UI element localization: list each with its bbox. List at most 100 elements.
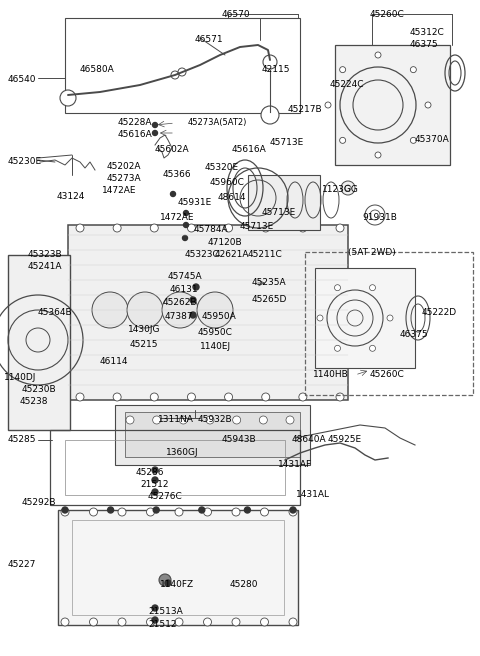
Circle shape — [290, 507, 296, 513]
Circle shape — [159, 574, 171, 586]
Text: 45224C: 45224C — [330, 80, 364, 89]
Text: 45616A: 45616A — [118, 130, 153, 139]
Text: 45273A(5AT2): 45273A(5AT2) — [188, 118, 247, 127]
Text: 46540: 46540 — [8, 75, 36, 84]
Text: 21512: 21512 — [148, 620, 177, 629]
Circle shape — [263, 55, 277, 69]
Text: 48614: 48614 — [218, 193, 247, 202]
Text: 1140HB: 1140HB — [313, 370, 349, 379]
Circle shape — [289, 618, 297, 626]
Text: 1311NA: 1311NA — [158, 415, 194, 424]
Circle shape — [153, 416, 161, 424]
Text: 45265D: 45265D — [252, 295, 288, 304]
Text: 46580A: 46580A — [80, 65, 115, 74]
Text: 45217B: 45217B — [288, 105, 323, 114]
Circle shape — [340, 137, 346, 144]
Circle shape — [152, 489, 158, 495]
Circle shape — [175, 618, 183, 626]
Circle shape — [61, 618, 69, 626]
Circle shape — [410, 67, 416, 73]
Text: 45227: 45227 — [8, 560, 36, 569]
Text: 21513A: 21513A — [148, 607, 183, 616]
Circle shape — [118, 618, 126, 626]
Bar — [248, 175, 320, 230]
Circle shape — [182, 236, 188, 241]
Text: 45950A: 45950A — [202, 312, 237, 321]
Circle shape — [425, 102, 431, 108]
Circle shape — [261, 106, 279, 124]
Text: 45366: 45366 — [163, 170, 192, 179]
Circle shape — [153, 131, 157, 136]
Circle shape — [190, 312, 196, 318]
Circle shape — [183, 211, 189, 216]
Text: 46571: 46571 — [195, 35, 224, 44]
Circle shape — [113, 393, 121, 401]
Text: 45616A: 45616A — [232, 145, 267, 154]
Circle shape — [62, 507, 68, 513]
Circle shape — [335, 345, 340, 352]
Circle shape — [152, 617, 158, 623]
Text: 45262B: 45262B — [163, 298, 197, 307]
Circle shape — [175, 508, 183, 516]
Text: 45602A: 45602A — [155, 145, 190, 154]
Circle shape — [187, 393, 195, 401]
Text: 45286: 45286 — [136, 468, 165, 477]
Text: 45745A: 45745A — [168, 272, 203, 281]
Bar — [65, 18, 300, 113]
Circle shape — [204, 618, 212, 626]
Circle shape — [299, 393, 307, 401]
Text: 45323C: 45323C — [185, 250, 220, 259]
Circle shape — [146, 618, 155, 626]
Bar — [305, 252, 473, 395]
Circle shape — [76, 393, 84, 401]
Text: 45230B: 45230B — [22, 385, 57, 394]
Circle shape — [113, 224, 121, 232]
Circle shape — [126, 416, 134, 424]
Bar — [315, 268, 415, 368]
Text: 45943B: 45943B — [222, 435, 257, 444]
Text: 46114: 46114 — [100, 357, 129, 366]
Circle shape — [232, 618, 240, 626]
Circle shape — [259, 416, 267, 424]
Text: 1430JG: 1430JG — [128, 325, 160, 334]
Text: 1140DJ: 1140DJ — [4, 373, 36, 382]
Circle shape — [375, 52, 381, 58]
Circle shape — [206, 416, 214, 424]
Text: 45235A: 45235A — [252, 278, 287, 287]
Text: 1472AE: 1472AE — [102, 186, 136, 195]
Circle shape — [244, 507, 251, 513]
Circle shape — [225, 224, 233, 232]
Circle shape — [286, 416, 294, 424]
Circle shape — [335, 285, 340, 291]
Circle shape — [340, 67, 346, 73]
Bar — [65, 440, 285, 495]
Circle shape — [162, 292, 198, 328]
Circle shape — [150, 393, 158, 401]
Text: 1140EJ: 1140EJ — [200, 342, 231, 351]
Circle shape — [370, 285, 375, 291]
Text: 1431AL: 1431AL — [296, 490, 330, 499]
Circle shape — [370, 345, 375, 352]
Bar — [58, 510, 298, 625]
Text: 46375: 46375 — [400, 330, 429, 339]
Circle shape — [187, 224, 195, 232]
Circle shape — [299, 224, 307, 232]
Text: 45285: 45285 — [8, 435, 36, 444]
Text: 46570: 46570 — [222, 10, 251, 19]
Circle shape — [336, 224, 344, 232]
Text: 43124: 43124 — [57, 192, 85, 201]
Text: 45932B: 45932B — [198, 415, 233, 424]
Circle shape — [165, 580, 171, 586]
Text: 45364B: 45364B — [38, 308, 72, 317]
Text: 45238: 45238 — [20, 397, 48, 406]
Circle shape — [150, 224, 158, 232]
Text: (5AT 2WD): (5AT 2WD) — [348, 248, 396, 257]
Circle shape — [180, 416, 187, 424]
Circle shape — [89, 618, 97, 626]
Text: 45713E: 45713E — [262, 208, 296, 217]
Circle shape — [190, 297, 196, 303]
Circle shape — [61, 508, 69, 516]
Text: 45202A: 45202A — [107, 162, 142, 171]
Circle shape — [152, 477, 158, 483]
Circle shape — [152, 605, 158, 611]
